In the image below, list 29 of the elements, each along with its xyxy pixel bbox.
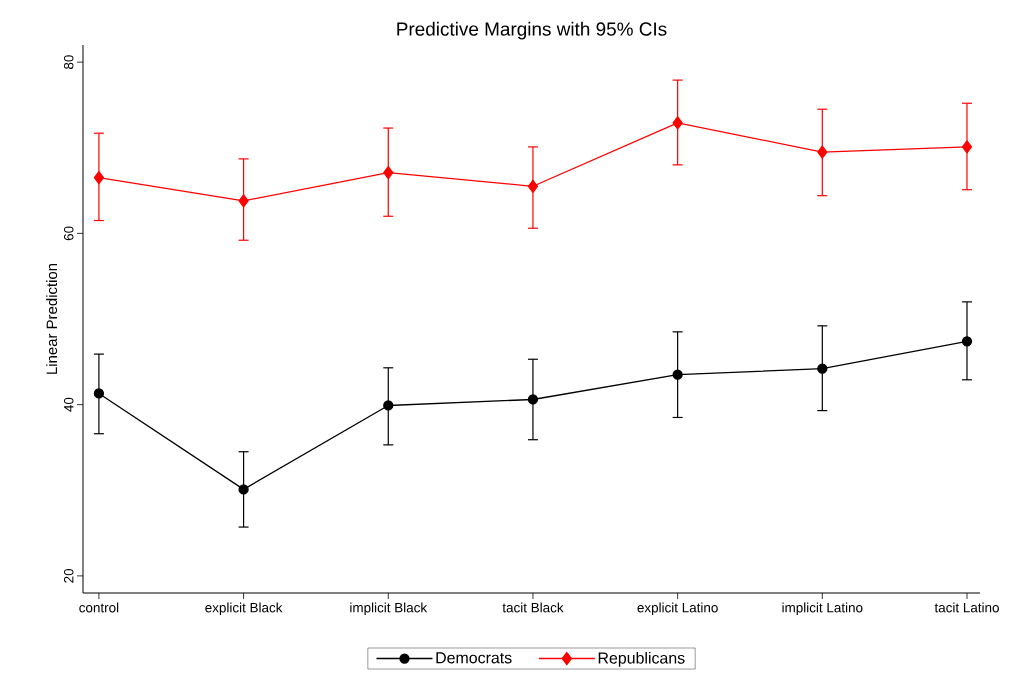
x-tick-label: implicit Black [350, 602, 428, 616]
y-tick-label: 40 [63, 397, 74, 412]
point [817, 363, 828, 374]
x-tick-label: tacit Latino [934, 602, 999, 613]
x-tick-label: control [79, 602, 119, 613]
point [961, 140, 973, 154]
x-tick-label: explicit Latino [637, 602, 718, 616]
point [527, 394, 539, 405]
point [93, 388, 105, 399]
y-axis-title: Linear Prediction [46, 263, 58, 374]
y-tick-label: 80 [63, 55, 74, 70]
point [672, 369, 683, 380]
point [672, 116, 683, 130]
y-tick-label: 60 [63, 226, 74, 241]
point [383, 400, 394, 411]
point [817, 145, 828, 159]
point [93, 171, 105, 185]
point [527, 179, 539, 193]
point [238, 194, 249, 208]
x-tick-label: tacit Black [502, 602, 564, 613]
y-tick-label: 20 [63, 568, 74, 583]
x-tick-label: implicit Latino [782, 602, 863, 616]
point [383, 165, 394, 180]
point [961, 336, 973, 347]
legend-label: Democrats [436, 652, 512, 664]
legend-label: Republicans [598, 651, 685, 667]
point [238, 484, 249, 495]
chart-title: Predictive Margins with 95% CIs [397, 21, 667, 40]
x-tick-label: explicit Black [205, 602, 283, 616]
